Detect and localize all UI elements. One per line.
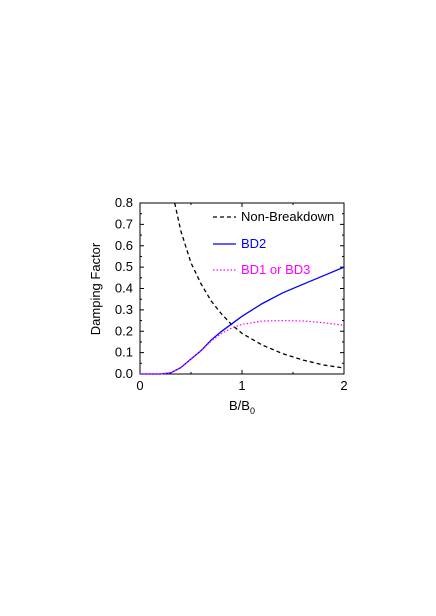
series-lines <box>140 202 345 375</box>
x-axis-ticks: 0 1 2 <box>136 203 348 393</box>
legend-label-1: Non-Breakdown <box>241 209 334 224</box>
legend-label-2: BD2 <box>241 236 266 251</box>
legend-label-3: BD1 or BD3 <box>241 262 310 277</box>
y-tick-label: 0.2 <box>115 323 133 338</box>
x-tick-label: 2 <box>340 378 347 393</box>
y-tick-label: 0.6 <box>115 238 133 253</box>
x-tick-label: 1 <box>238 378 245 393</box>
y-axis-title: Damping Factor <box>88 242 103 335</box>
series-line-2 <box>140 266 345 375</box>
plot-frame <box>139 202 345 375</box>
x-axis-title: B/B0 <box>229 398 255 416</box>
series-line-3 <box>140 319 345 375</box>
y-axis-ticks: 0.0 0.1 0.2 0.3 0.4 0.5 0.6 0.7 0.8 <box>115 195 344 381</box>
y-tick-label: 0.3 <box>115 302 133 317</box>
y-tick-label: 0.7 <box>115 216 133 231</box>
y-tick-label: 0.8 <box>115 195 133 210</box>
y-tick-label: 0.4 <box>115 281 133 296</box>
x-axis-title-subscript: 0 <box>250 406 255 416</box>
legend: Non-Breakdown BD2 BD1 or BD3 <box>213 209 334 277</box>
x-axis-title-main: B/B <box>229 398 250 413</box>
y-tick-label: 0.0 <box>115 366 133 381</box>
y-tick-label: 0.5 <box>115 259 133 274</box>
series-line-1 <box>174 202 345 369</box>
x-tick-label: 0 <box>136 378 143 393</box>
y-tick-label: 0.1 <box>115 345 133 360</box>
